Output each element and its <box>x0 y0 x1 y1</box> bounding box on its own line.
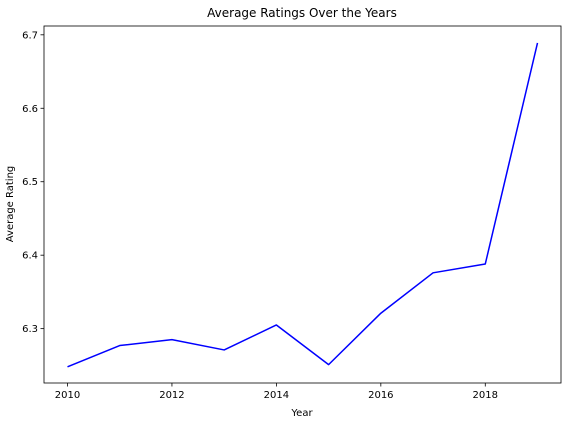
x-axis-label: Year <box>290 408 313 419</box>
x-tick-label: 2012 <box>159 390 184 401</box>
series-layer <box>67 42 539 368</box>
y-axis-label: Average Rating <box>5 166 16 242</box>
y-tick-label: 6.3 <box>22 324 38 335</box>
chart-title: Average Ratings Over the Years <box>207 6 397 20</box>
x-tick-label: 2018 <box>473 390 498 401</box>
plot-area-frame <box>43 25 562 384</box>
y-tick-label: 6.4 <box>22 251 38 262</box>
y-tick-label: 6.5 <box>22 177 38 188</box>
y-tick-label: 6.7 <box>22 30 38 41</box>
y-tick-label: 6.6 <box>22 104 38 115</box>
series-line <box>67 42 539 368</box>
y-axis: 6.3 6.4 6.5 6.6 6.7 <box>22 30 44 335</box>
x-tick-label: 2010 <box>55 390 80 401</box>
x-tick-label: 2014 <box>264 390 289 401</box>
x-axis: 2010 2012 2014 2016 2018 <box>55 383 498 401</box>
x-tick-label: 2016 <box>368 390 393 401</box>
